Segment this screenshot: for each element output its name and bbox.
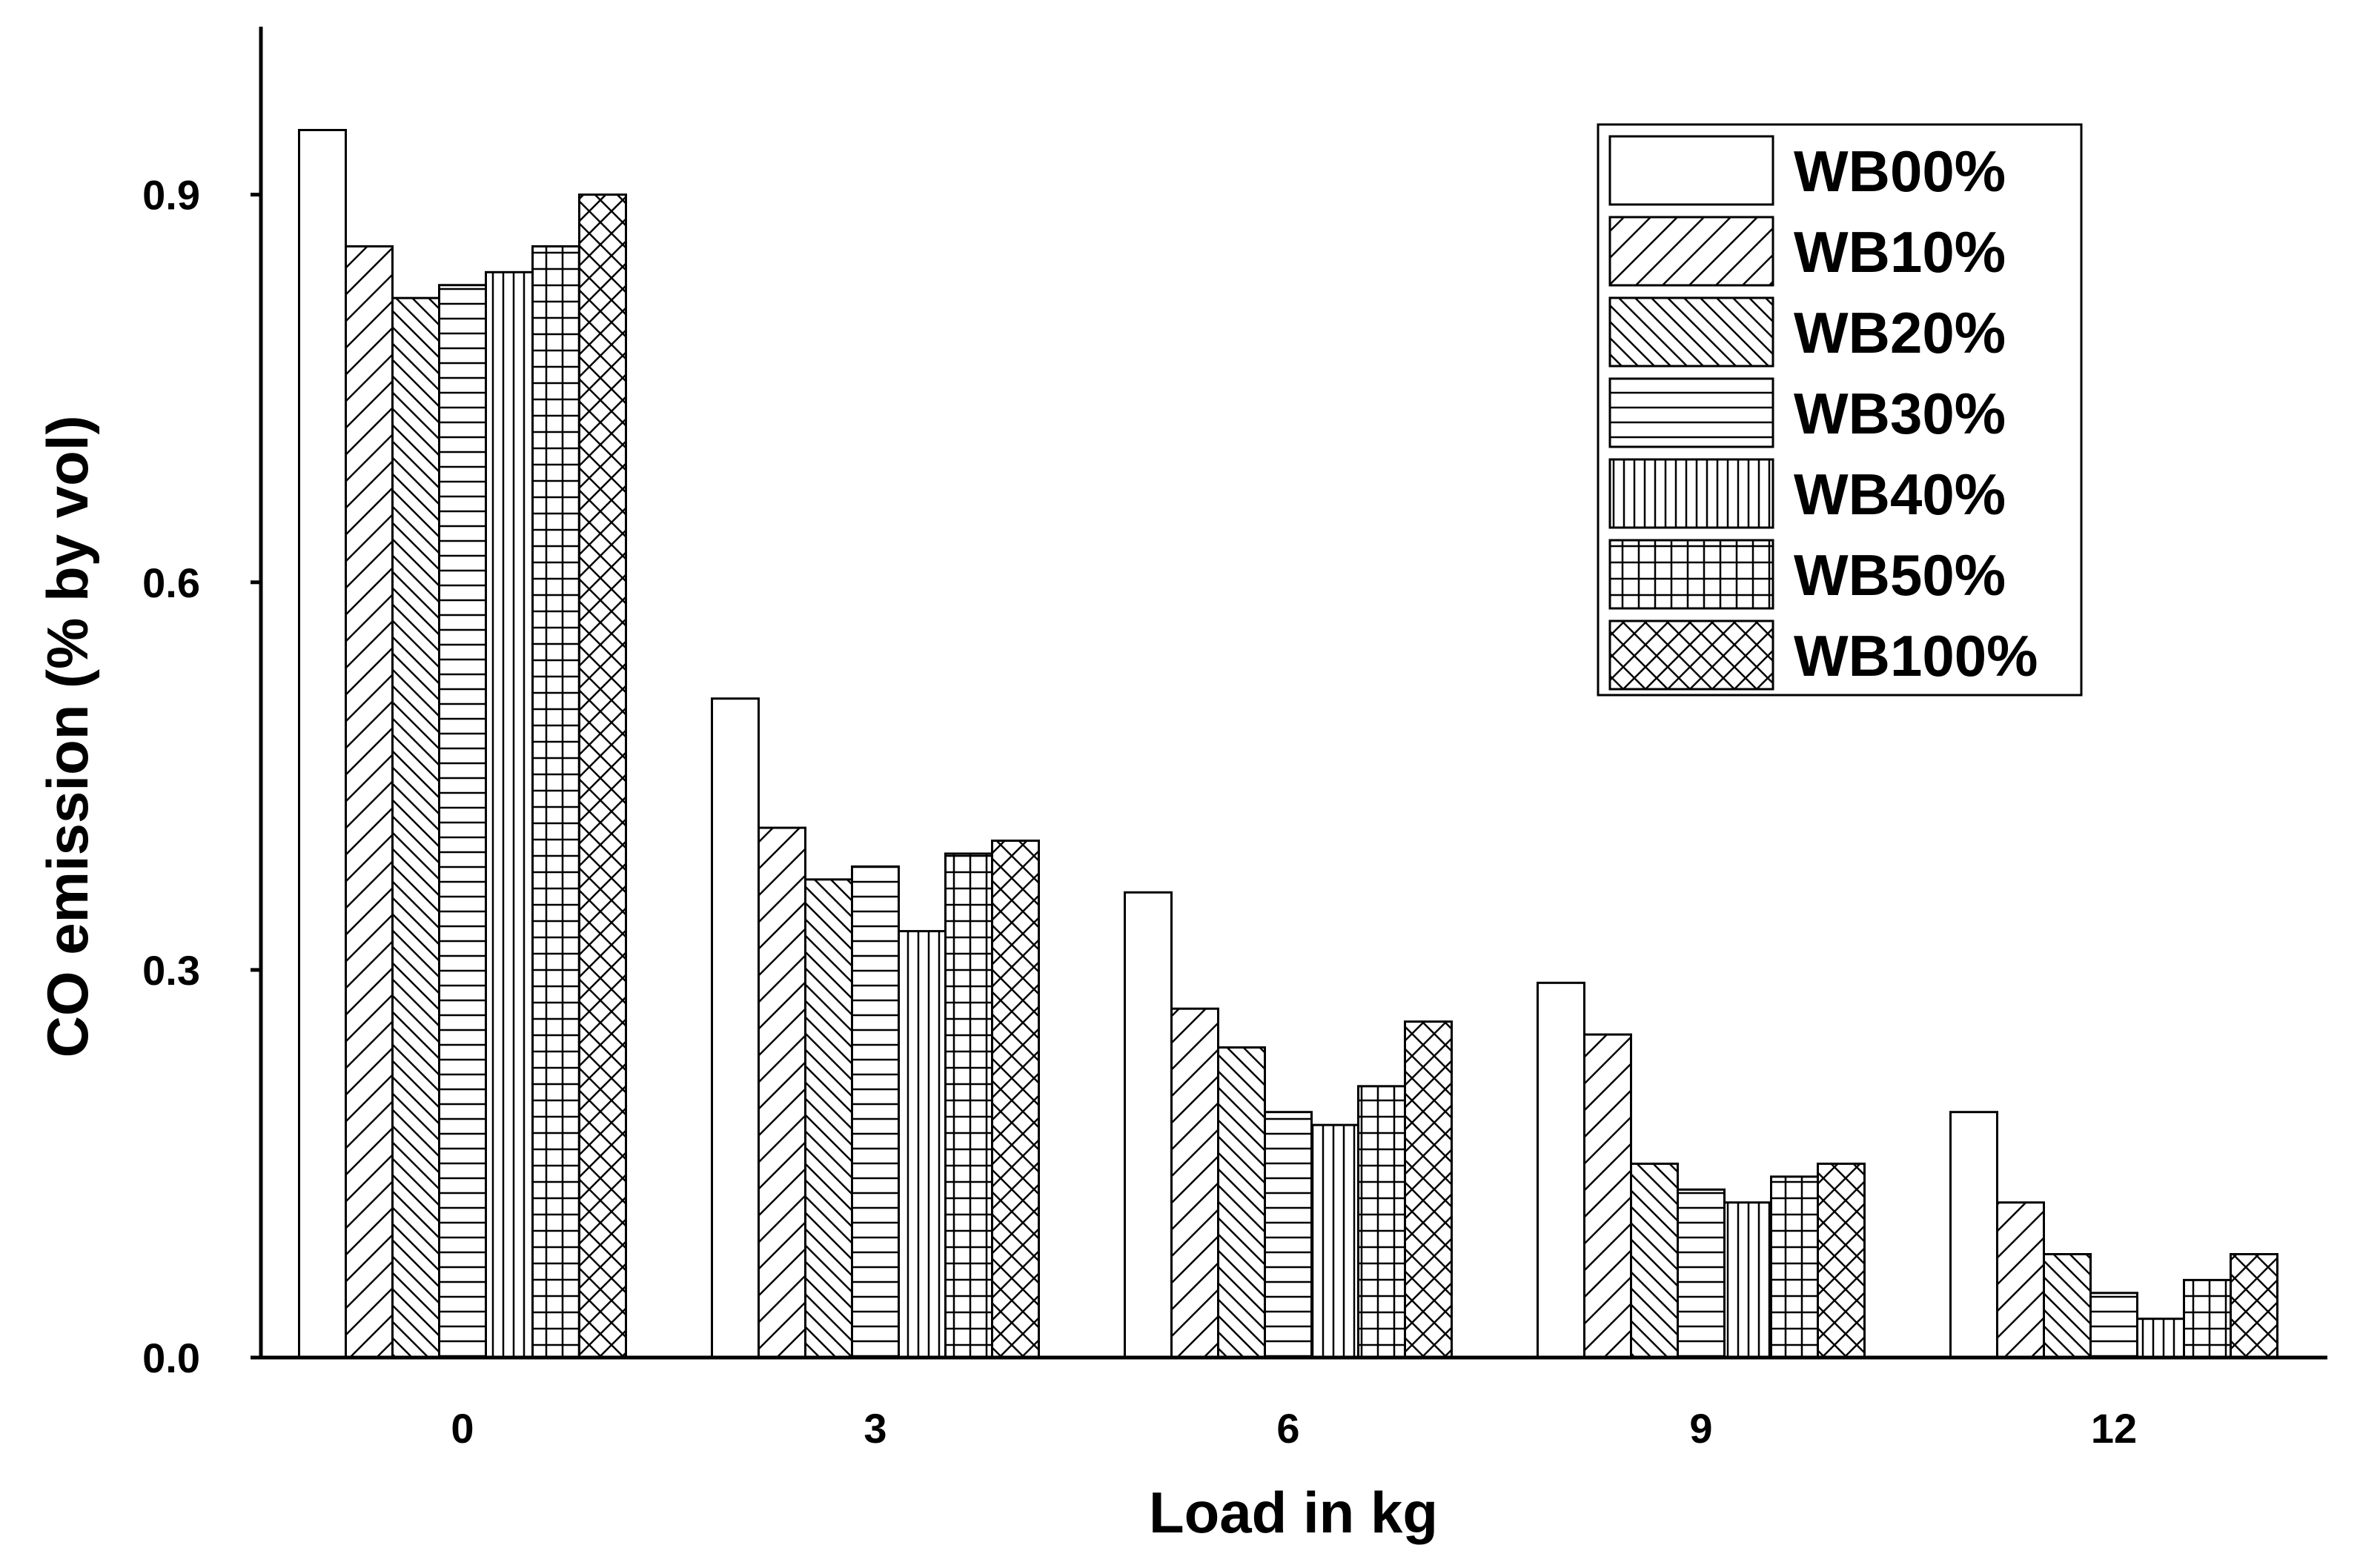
- bar-wb100pct-load-0: [578, 193, 627, 1359]
- bar-wb20pct-load-0: [391, 296, 440, 1359]
- bar-wb00pct-load-9: [1537, 981, 1585, 1359]
- legend-label: WB20%: [1794, 300, 2006, 365]
- x-axis-title: Load in kg: [1149, 1480, 1438, 1545]
- y-tick-label: 0.6: [142, 559, 200, 606]
- bar-wb00pct-load-6: [1124, 891, 1173, 1359]
- bar-wb50pct-load-9: [1770, 1175, 1819, 1359]
- legend-swatch: [1608, 539, 1774, 610]
- bar-wb40pct-load-12: [2136, 1318, 2185, 1359]
- x-tick-label: 3: [864, 1405, 886, 1452]
- bar-wb10pct-load-3: [758, 826, 806, 1359]
- bar-wb40pct-load-0: [485, 270, 534, 1359]
- bar-wb10pct-load-9: [1583, 1033, 1632, 1359]
- bar-wb00pct-load-0: [298, 128, 347, 1359]
- bar-wb50pct-load-12: [2183, 1278, 2232, 1359]
- bar-wb50pct-load-3: [944, 852, 993, 1359]
- bar-wb50pct-load-0: [531, 245, 580, 1359]
- bar-wb20pct-load-9: [1630, 1162, 1679, 1359]
- legend-swatch: [1608, 135, 1774, 206]
- bar-wb100pct-load-6: [1404, 1020, 1453, 1359]
- legend-label: WB10%: [1794, 219, 2006, 285]
- x-axis-ticks: 0 3 6 9 12: [451, 1405, 2137, 1452]
- y-tick-label: 0.0: [142, 1335, 200, 1381]
- bar-wb100pct-load-9: [1817, 1162, 1866, 1359]
- legend-label: WB00%: [1794, 139, 2006, 204]
- legend-label: WB50%: [1794, 542, 2006, 608]
- bar-wb20pct-load-6: [1217, 1046, 1266, 1359]
- y-tick-label: 0.3: [142, 947, 200, 994]
- bar-wb100pct-load-12: [2230, 1253, 2278, 1359]
- bar-wb20pct-load-3: [804, 878, 853, 1359]
- legend-swatch: [1608, 296, 1774, 368]
- legend-items: WB00% WB10% WB20% WB30% WB40% WB50% WB100%: [1608, 135, 2038, 691]
- y-tick-label: 0.9: [142, 172, 200, 219]
- bar-wb40pct-load-3: [898, 930, 947, 1359]
- legend-label: WB30%: [1794, 381, 2006, 446]
- bars-layer: [298, 128, 2278, 1359]
- bar-wb30pct-load-6: [1264, 1111, 1313, 1359]
- bar-wb40pct-load-9: [1723, 1201, 1772, 1359]
- bar-wb10pct-load-12: [1996, 1201, 2045, 1359]
- x-tick-label: 12: [2091, 1405, 2137, 1452]
- x-tick-label: 0: [451, 1405, 474, 1452]
- x-tick-label: 6: [1276, 1405, 1299, 1452]
- legend-label: WB40%: [1794, 462, 2006, 527]
- bar-wb00pct-load-3: [711, 697, 760, 1359]
- bar-wb100pct-load-3: [991, 840, 1040, 1359]
- bar-wb20pct-load-12: [2043, 1253, 2092, 1359]
- bar-wb10pct-load-6: [1170, 1007, 1219, 1359]
- y-axis-title: CO emission (% by vol): [35, 416, 100, 1058]
- x-tick-label: 9: [1689, 1405, 1712, 1452]
- bar-wb10pct-load-0: [345, 245, 394, 1359]
- bar-wb00pct-load-12: [1949, 1111, 1998, 1359]
- bar-wb40pct-load-6: [1310, 1123, 1359, 1359]
- legend-swatch: [1608, 458, 1774, 529]
- bar-wb30pct-load-0: [438, 284, 487, 1359]
- legend-label: WB100%: [1794, 623, 2038, 688]
- bar-wb30pct-load-12: [2089, 1292, 2138, 1359]
- legend-swatch: [1608, 216, 1774, 287]
- legend-swatch: [1608, 619, 1774, 691]
- bar-wb50pct-load-6: [1357, 1085, 1406, 1359]
- bar-wb30pct-load-9: [1677, 1188, 1726, 1359]
- bar-wb30pct-load-3: [851, 865, 900, 1359]
- legend-swatch: [1608, 377, 1774, 448]
- legend: WB00% WB10% WB20% WB30% WB40% WB50% WB100%: [1597, 123, 2083, 697]
- y-axis-ticks: 0.0 0.3 0.6 0.9: [142, 172, 261, 1381]
